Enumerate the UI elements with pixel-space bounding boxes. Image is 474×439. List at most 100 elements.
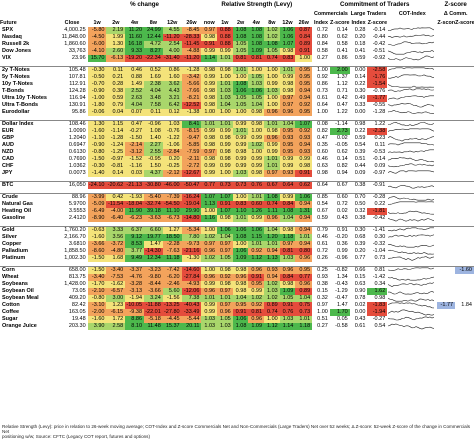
- pct-change-cell: -8.44: [144, 281, 163, 288]
- column-header[interactable]: 4w: [248, 18, 265, 27]
- column-header[interactable]: 2w: [106, 18, 126, 27]
- table-row[interactable]: Natural Gas 5.9700 -5.09 -11.54 -18.04 -32.74…: [0, 201, 474, 208]
- table-row[interactable]: BTC 16,050 -24.10 -20.62 -21.13 -30.80 -46.00-…: [0, 181, 474, 189]
- pct-change-cell: -1.38: [181, 109, 202, 116]
- delta-comm-zscore-2-cell: [455, 181, 474, 189]
- rel-strength-cell: 0.96: [264, 109, 280, 116]
- pct-change-cell: 1.68: [106, 255, 126, 262]
- table-row[interactable]: Ultra 10y T-Notes 116.94 -1.00 0.59 2.63 3.48…: [0, 95, 474, 102]
- pct-change-cell: -4.80: [106, 248, 126, 255]
- rel-strength-cell: 0.99: [232, 163, 249, 170]
- table-row[interactable]: Crude 88.96 -3.99 0.42 -1.93 -5.40 -7.39 -16.24…: [0, 193, 474, 202]
- close-price: 116.94: [69, 95, 86, 101]
- delta-comm-zscore-2-cell: [455, 81, 474, 88]
- column-header[interactable]: 12w: [279, 18, 296, 27]
- pct-change-cell: -2.84: [162, 149, 182, 156]
- table-row[interactable]: Soybean Oil 73.05 -2.10 -6.57 -3.13 -3.66 5.60…: [0, 288, 474, 295]
- rel-strength-cell: 1.04: [279, 120, 296, 128]
- rel-strength-cell: 0.98: [217, 149, 233, 156]
- cot-index-sparkline: [387, 194, 437, 202]
- column-header[interactable]: 4w: [125, 18, 145, 27]
- table-row[interactable]: Soybeans 1,428.00 -1.70 -1.62 -3.28 -8.44 -2.4…: [0, 281, 474, 288]
- table-row[interactable]: NZD 0.6130 -0.80 -1.25 -3.12 2.55 -2.84 -7.59 0.…: [0, 149, 474, 156]
- rel-strength-cell: 0.96: [248, 316, 265, 323]
- sparkline-path: [388, 298, 435, 302]
- column-header[interactable]: Close: [56, 18, 88, 27]
- pct-change-cell: -7.42: [162, 266, 182, 274]
- table-row[interactable]: Sugar 19.48 -1.60 1.72 8.86 -5.18 -4.45 -5.44 1.…: [0, 316, 474, 323]
- lt-index-cell: 0.66: [354, 267, 366, 273]
- table-row[interactable]: EUR 1.0090 -1.60 -1.14 -0.27 1.08 -0.76 -8.15 0.…: [0, 128, 474, 135]
- table-row[interactable]: Eurodollar 95.86 -0.06 0.04 0.07 0.11 0.12 -1.3…: [0, 109, 474, 116]
- table-row[interactable]: Nasdaq 11,848.00 -4.50 1.99 11.60 12.44 -11.20…: [0, 34, 474, 41]
- table-row[interactable]: Cotton 82.42 -3.10 1.23 -10.05 -11.88 -13.25 -4…: [0, 302, 474, 309]
- table-row[interactable]: Gold 1,760.20 -0.63 3.33 6.37 6.60 1.27 -5.34 1.…: [0, 226, 474, 234]
- table-row[interactable]: Ultra T-Bonds 130.91 -1.80 0.79 4.04 7.58 6.42…: [0, 102, 474, 109]
- table-row[interactable]: SPX 4,000.25 -5.80 2.19 11.20 24.99 4.55 -8.45 0…: [0, 27, 474, 34]
- table-row[interactable]: GBP 1.2040 -1.10 -1.28 -1.50 1.40 -1.22 -9.47 0.…: [0, 135, 474, 142]
- table-row[interactable]: Platinum 1,002.30 -1.50 1.68 9.49 12.34 11.18-…: [0, 255, 474, 262]
- sparkline-path: [388, 201, 435, 205]
- column-header[interactable]: 1w: [87, 18, 107, 27]
- column-header[interactable]: Index: [349, 18, 368, 27]
- table-row[interactable]: Dow Jones 33,763 -4.10 2.60 9.33 8.27 4.00 -4.8…: [0, 48, 474, 55]
- comm-zscore-cell: 0.47: [329, 102, 350, 109]
- column-header[interactable]: Z-score: [437, 18, 456, 27]
- rel-strength-cell: 1.03: [217, 88, 233, 95]
- table-row[interactable]: AUD 0.6947 -0.90 -1.24 -2.14 2.27 -1.06 -5.85 0.…: [0, 142, 474, 149]
- rel-strength-cell: 0.99: [232, 156, 249, 163]
- column-header[interactable]: [387, 18, 438, 27]
- column-header[interactable]: 8w: [144, 18, 163, 27]
- column-header[interactable]: 1w: [217, 18, 233, 27]
- table-row[interactable]: Palladium 1,858.50 -8.60 -4.80 3.77 -14.30 -7.…: [0, 248, 474, 255]
- table-row[interactable]: Copper 3.6810 -3.66 -3.72 8.53 1.47 -2.28 -9.73…: [0, 241, 474, 248]
- sparkline-path: [388, 196, 435, 201]
- rel-strength-cell: 0.99: [248, 163, 265, 170]
- table-row[interactable]: Silver 2,166.70 -1.60 3.56 9.12 19.77 18.50 7.8…: [0, 234, 474, 241]
- sparkline-chart: [388, 309, 435, 316]
- column-header[interactable]: 26w: [181, 18, 202, 27]
- table-row[interactable]: Coffee 163.05 -2.00 -6.15 -9.38 -22.01 -27.80-…: [0, 309, 474, 316]
- table-row[interactable]: Corn 658.00 -1.50 -3.40 -3.37 -3.23 -7.42 -14.6…: [0, 266, 474, 274]
- lt-zscore-cell: -1.83: [367, 302, 388, 309]
- table-row[interactable]: Orange Juice 203.30 3.90 2.58 8.10 11.48 15.37…: [0, 323, 474, 330]
- pct-change-cell: -6.57: [106, 288, 126, 295]
- rel-strength-cell: 0.93: [264, 266, 280, 274]
- table-row[interactable]: VIX 23.96 15.70 -6.13 -19.20 -22.34 -31.40 -11.…: [0, 55, 474, 62]
- future-name: Eurodollar: [2, 109, 30, 115]
- column-header[interactable]: Index: [312, 18, 330, 27]
- column-header[interactable]: Future: [0, 18, 57, 27]
- table-row[interactable]: Dollar Index 108.46 1.30 1.15 0.47 -0.96 1.03 8…: [0, 120, 474, 128]
- table-row[interactable]: Wheat 813.75 -3.40 -7.53 -4.76 -9.80 -6.20 -27.…: [0, 274, 474, 281]
- lt-index-cell: 0.38: [354, 215, 366, 221]
- pct-change-cell: -8.90: [87, 215, 107, 222]
- table-row[interactable]: JPY 0.0073 -1.40 0.14 0.03 4.37 -2.12 -12.67 0.9…: [0, 170, 474, 177]
- sparkline-chart: [388, 41, 435, 46]
- column-header[interactable]: 2w: [232, 18, 249, 27]
- table-row[interactable]: CHF 1.0362 -0.30 -0.81 -1.16 1.50 -0.25 -2.72 0.…: [0, 163, 474, 170]
- rel-strength-cell: 0.99: [201, 163, 218, 170]
- sparkline-chart: [388, 217, 435, 222]
- column-header[interactable]: 8w: [264, 18, 280, 27]
- lt-index-cell: 0.28: [354, 27, 366, 33]
- column-header[interactable]: Z-score: [367, 18, 388, 27]
- pct-change-cell: -1.80: [87, 102, 107, 109]
- table-row[interactable]: Russell 2k 1,860.60 -6.00 1.30 16.18 4.72 2.54…: [0, 41, 474, 48]
- table-row[interactable]: Gasoline 2.4120 -8.90 -6.40 -6.23 -3.63 -6.73-…: [0, 215, 474, 222]
- table-row[interactable]: 2y T-Notes 105.48 -0.30 0.11 0.46 0.52 0.86 -1.…: [0, 66, 474, 74]
- table-row[interactable]: CAD 0.7690 -1.50 -0.97 -1.52 -0.95 0.20 -2.11 0.…: [0, 156, 474, 163]
- rel-strength-cell: 0.99: [264, 81, 280, 88]
- table-row[interactable]: T-Bonds 124.28 -0.90 0.38 2.52 4.04 4.43 -7.66 0…: [0, 88, 474, 95]
- table-row[interactable]: 10y T-Notes 112.91 -0.70 0.28 1.49 2.38 3.62 -5…: [0, 81, 474, 88]
- table-row[interactable]: 5y T-Notes 107.81 -0.50 0.21 0.88 1.69 1.60 -3.…: [0, 74, 474, 81]
- close-price: 658.00: [68, 267, 86, 273]
- table-row[interactable]: Heating Oil 3.5553 -6.49 -4.00 11.90 39.18 11.…: [0, 208, 474, 215]
- column-header[interactable]: Z-score: [329, 18, 350, 27]
- relative-strength-group-header: Relative Strength (Levy): [201, 0, 313, 9]
- column-header[interactable]: 26w: [295, 18, 313, 27]
- column-header[interactable]: now: [201, 18, 218, 27]
- table-row[interactable]: Soybean Meal 409.20 -0.80 3.00 -1.94 3.24 -1.5…: [0, 295, 474, 302]
- column-header[interactable]: 12w: [162, 18, 182, 27]
- column-header[interactable]: Z-score: [455, 18, 474, 27]
- comm-index-cell: 0.51: [317, 316, 328, 322]
